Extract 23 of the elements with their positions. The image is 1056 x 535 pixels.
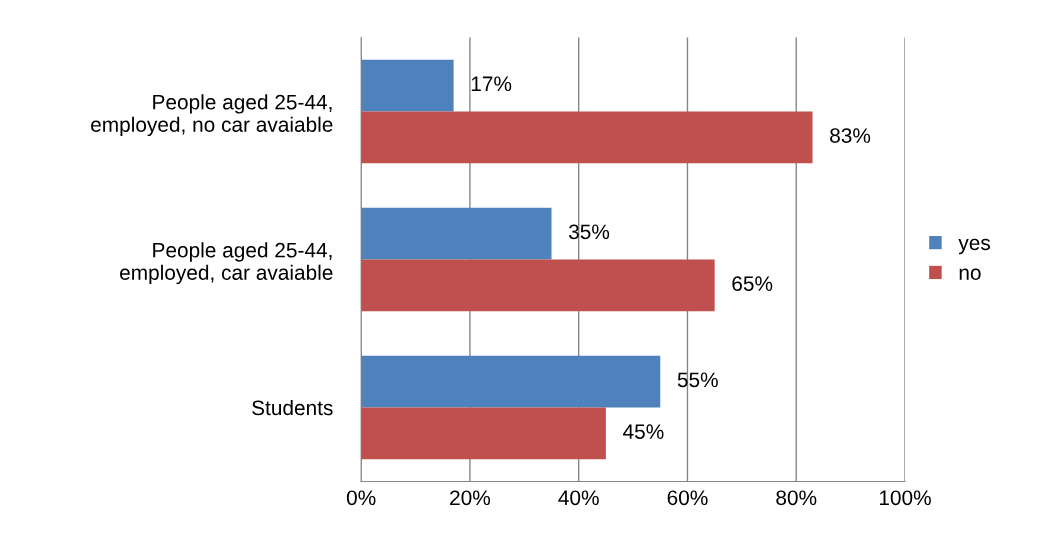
legend-label: yes xyxy=(958,238,991,255)
bar xyxy=(361,111,813,164)
y-tick-label: Students xyxy=(252,399,333,416)
bar xyxy=(361,259,715,312)
data-label: 17% xyxy=(471,76,512,92)
bar xyxy=(361,407,606,460)
bar xyxy=(361,59,454,112)
legend-label: no xyxy=(959,268,981,280)
x-tick-label: 80% xyxy=(776,490,817,506)
data-label: 45% xyxy=(623,424,664,439)
bar xyxy=(361,207,552,260)
x-tick-label: 100% xyxy=(879,490,931,506)
y-tick-label: People aged 25-44, employed, car avaiable xyxy=(120,242,333,285)
x-tick-label: 60% xyxy=(667,490,708,506)
x-tick-label: 20% xyxy=(450,490,491,506)
x-tick-label: 0% xyxy=(346,490,376,506)
y-tick-label: People aged 25-44, employed, no car avaiable xyxy=(91,94,333,137)
data-label: 65% xyxy=(732,276,773,291)
data-label: 35% xyxy=(568,224,610,240)
data-label: 83% xyxy=(830,128,871,143)
x-tick-label: 40% xyxy=(558,490,599,506)
bar xyxy=(361,355,661,408)
data-label: 55% xyxy=(677,372,718,388)
